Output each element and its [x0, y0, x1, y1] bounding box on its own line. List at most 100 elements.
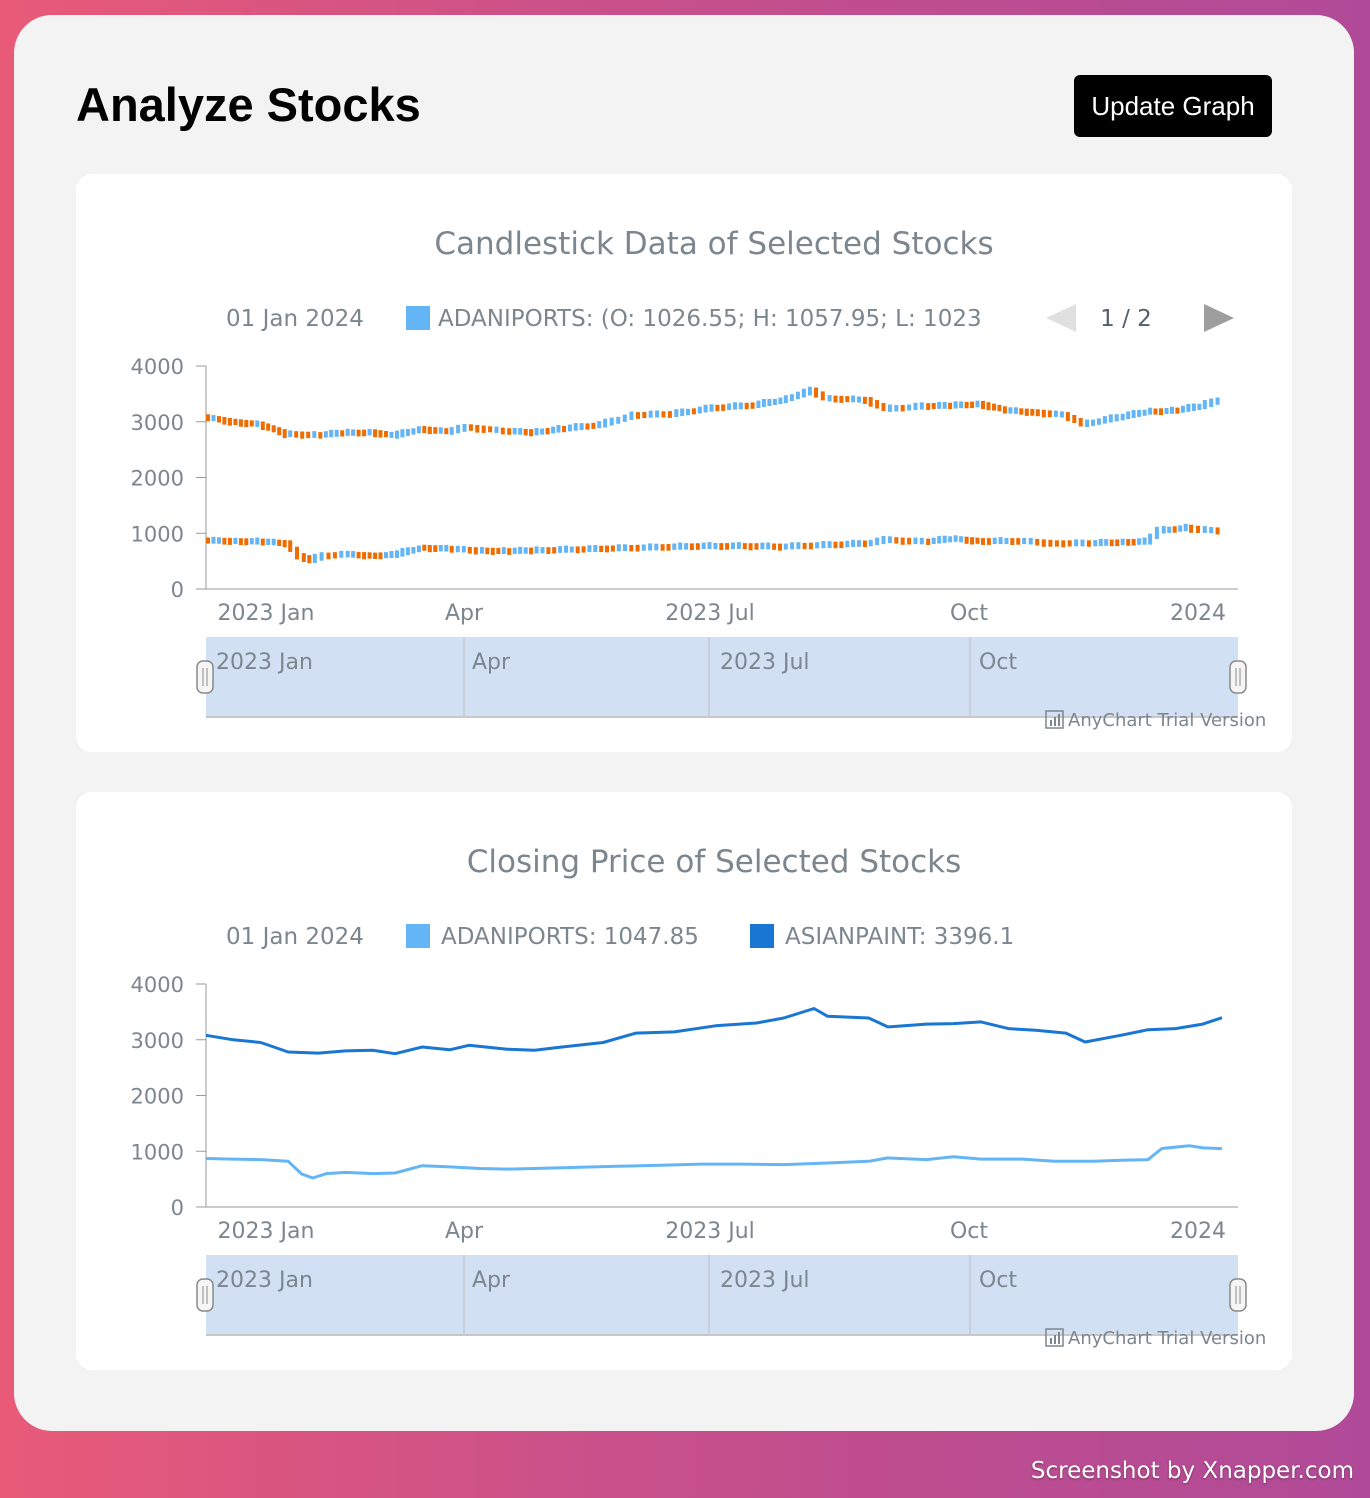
candle [820, 391, 825, 401]
candle [1102, 416, 1107, 424]
y-tick-label: 3000 [131, 1029, 184, 1053]
scroller-right-handle[interactable] [1229, 660, 1247, 694]
series-line-adaniports[interactable] [205, 1144, 1223, 1180]
candle [641, 544, 646, 551]
anychart-credit-text: AnyChart Trial Version [1068, 710, 1266, 731]
candle [282, 540, 287, 548]
x-tick-label: 2023 Jan [218, 1219, 315, 1244]
candle [845, 396, 850, 403]
legend-next-page-icon[interactable] [1204, 304, 1234, 332]
candle-series-adaniports[interactable] [206, 523, 1220, 564]
candle [761, 399, 766, 407]
candle [288, 540, 293, 552]
candle [593, 545, 598, 552]
candle [1196, 525, 1200, 533]
scroller-selected-range[interactable] [206, 1255, 1238, 1335]
candle [1109, 539, 1114, 547]
candle [518, 546, 523, 554]
candle [288, 430, 293, 437]
candle [481, 425, 486, 433]
candle [206, 414, 210, 422]
scroller-selected-range[interactable] [206, 637, 1238, 717]
screenshot-watermark: Screenshot by Xnapper.com [1030, 1458, 1354, 1484]
candle-series-asianpaint[interactable] [206, 386, 1220, 439]
candle [1047, 410, 1052, 418]
candle [1170, 406, 1174, 414]
y-tick-label: 3000 [131, 411, 184, 435]
scroller-right-handle[interactable] [1229, 1278, 1247, 1312]
candle [591, 422, 596, 429]
candle [295, 546, 299, 560]
candle [713, 543, 718, 550]
scroller-left-handle[interactable] [196, 660, 214, 694]
candle [1067, 540, 1072, 547]
series-line-asianpaint[interactable] [205, 1007, 1223, 1056]
candle [373, 429, 378, 438]
candle [1126, 411, 1131, 420]
candle [323, 431, 328, 438]
candle [1148, 533, 1153, 545]
candle [496, 547, 501, 554]
candle [400, 429, 405, 438]
candle [894, 537, 899, 544]
candle [534, 546, 539, 554]
candle [1093, 540, 1098, 547]
handle-grip[interactable] [196, 660, 214, 694]
candle [266, 538, 271, 545]
candle [796, 542, 801, 550]
candle [839, 395, 844, 403]
candle [907, 404, 912, 411]
candle [605, 545, 609, 553]
candle [1137, 538, 1142, 545]
candle [579, 423, 584, 431]
candle [1209, 527, 1214, 534]
legend-prev-page-icon[interactable] [1046, 304, 1076, 332]
candle [222, 537, 227, 545]
anychart-credit[interactable]: AnyChart Trial Version [1045, 1328, 1266, 1349]
candle [378, 552, 383, 560]
candle [689, 543, 694, 551]
candle [1086, 540, 1091, 547]
candle [552, 547, 557, 554]
candle [1080, 539, 1085, 547]
anychart-credit[interactable]: AnyChart Trial Version [1045, 710, 1266, 731]
candle [461, 546, 466, 553]
candle [629, 545, 634, 552]
candle [395, 550, 399, 558]
candle [444, 544, 449, 552]
candle [827, 395, 832, 402]
candle [233, 537, 238, 544]
scroller-left-handle[interactable] [196, 1278, 214, 1312]
candle [1065, 412, 1070, 422]
candle [362, 429, 367, 437]
candle [367, 428, 372, 436]
candle [405, 547, 410, 556]
handle-grip[interactable] [196, 1278, 214, 1312]
candle [868, 539, 873, 547]
candle [389, 551, 394, 559]
candle [1010, 538, 1015, 545]
candle [881, 403, 886, 411]
candle [301, 553, 306, 562]
candle [488, 426, 493, 433]
handle-grip[interactable] [1229, 660, 1247, 694]
candle [473, 547, 478, 555]
candle [881, 536, 886, 545]
candle [416, 426, 421, 434]
candle [1131, 410, 1136, 418]
x-tick-label: 2023 Jan [218, 601, 315, 626]
closing-price-chart[interactable]: Closing Price of Selected Stocks 01 Jan … [76, 792, 1292, 1370]
update-graph-button[interactable]: Update Graph [1074, 75, 1272, 137]
candle [801, 388, 806, 398]
handle-grip[interactable] [1229, 1278, 1247, 1312]
candle [556, 425, 561, 433]
candle [707, 542, 712, 550]
candle [1178, 525, 1183, 532]
candlestick-chart[interactable]: Candlestick Data of Selected Stocks 01 J… [76, 174, 1292, 752]
candle [222, 417, 227, 425]
candle [959, 536, 964, 543]
candle [748, 543, 753, 551]
candle [875, 537, 880, 546]
candle [551, 426, 556, 434]
candle [260, 538, 265, 546]
